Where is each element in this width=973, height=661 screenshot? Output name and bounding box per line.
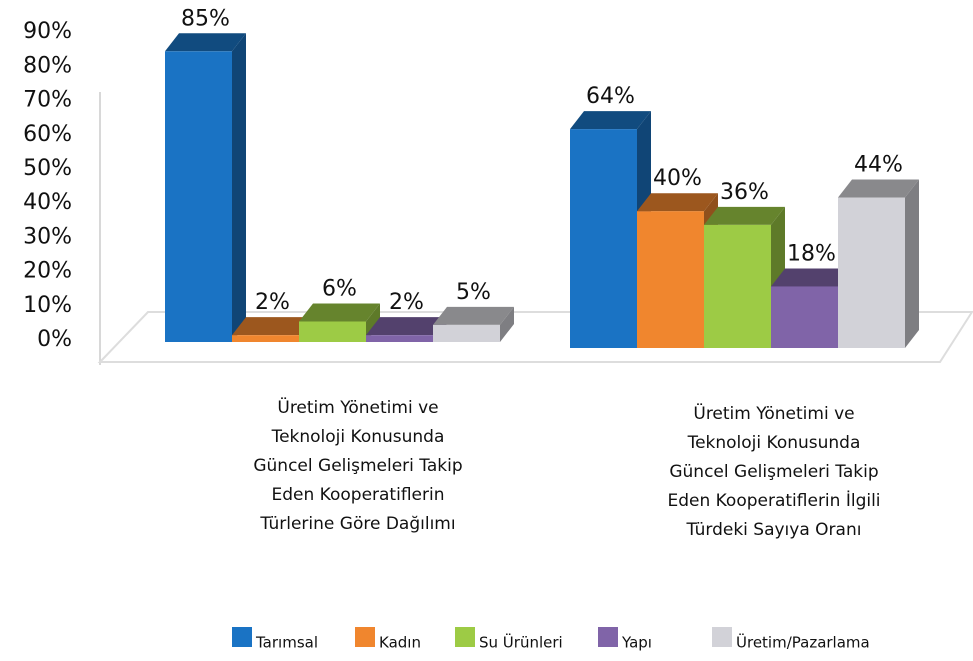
data-label: 85% bbox=[181, 6, 230, 31]
bar bbox=[232, 335, 299, 342]
bar bbox=[165, 51, 232, 343]
bar-top bbox=[366, 317, 447, 336]
bar bbox=[637, 211, 704, 348]
legend-swatch bbox=[455, 627, 475, 647]
bar-top bbox=[637, 193, 718, 212]
y-tick-label: 80% bbox=[23, 53, 72, 78]
y-tick-label: 90% bbox=[23, 19, 72, 44]
bar-side bbox=[905, 179, 919, 348]
data-label: 64% bbox=[586, 84, 635, 109]
y-tick-label: 60% bbox=[23, 122, 72, 147]
bar bbox=[704, 224, 771, 348]
bar bbox=[771, 286, 838, 348]
data-label: 40% bbox=[653, 166, 702, 191]
bar-top bbox=[704, 206, 785, 225]
legend-label: Üretim/Pazarlama bbox=[736, 633, 870, 652]
bar-side bbox=[500, 306, 514, 342]
bar bbox=[838, 197, 905, 348]
bar bbox=[433, 324, 500, 342]
bar bbox=[570, 129, 637, 348]
bar-top bbox=[838, 179, 919, 198]
bar bbox=[299, 321, 366, 342]
bar-top bbox=[433, 306, 514, 325]
data-label: 18% bbox=[787, 241, 836, 266]
bar-top bbox=[299, 303, 380, 322]
bar-top bbox=[232, 317, 313, 336]
y-tick-label: 40% bbox=[23, 190, 72, 215]
bar-side bbox=[232, 33, 246, 343]
y-tick-label: 0% bbox=[37, 327, 72, 352]
bar-top bbox=[771, 268, 852, 287]
data-label: 2% bbox=[389, 290, 424, 315]
floor bbox=[97, 311, 973, 363]
legend-label: Su Ürünleri bbox=[479, 633, 563, 652]
legend-swatch bbox=[598, 627, 618, 647]
legend-label: Yapı bbox=[621, 634, 652, 652]
data-label: 5% bbox=[456, 280, 491, 305]
y-tick-label: 50% bbox=[23, 156, 72, 181]
category-label: Üretim Yönetimi ve Teknoloji Konusunda G… bbox=[253, 398, 463, 534]
y-tick-label: 10% bbox=[23, 293, 72, 318]
y-tick-label: 70% bbox=[23, 88, 72, 113]
bar-top bbox=[570, 111, 651, 130]
legend-swatch bbox=[232, 627, 252, 647]
y-tick-label: 20% bbox=[23, 259, 72, 284]
legend-label: Kadın bbox=[379, 634, 421, 652]
legend-label: Tarımsal bbox=[255, 634, 318, 652]
legend-swatch bbox=[712, 627, 732, 647]
data-label: 2% bbox=[255, 290, 290, 315]
bar bbox=[366, 335, 433, 342]
category-label: Üretim Yönetimi ve Teknoloji Konusunda G… bbox=[667, 404, 881, 540]
data-label: 6% bbox=[322, 276, 357, 301]
y-tick-label: 30% bbox=[23, 224, 72, 249]
bar-top bbox=[165, 33, 246, 52]
data-label: 36% bbox=[720, 180, 769, 205]
data-label: 44% bbox=[854, 153, 903, 178]
legend-swatch bbox=[355, 627, 375, 647]
